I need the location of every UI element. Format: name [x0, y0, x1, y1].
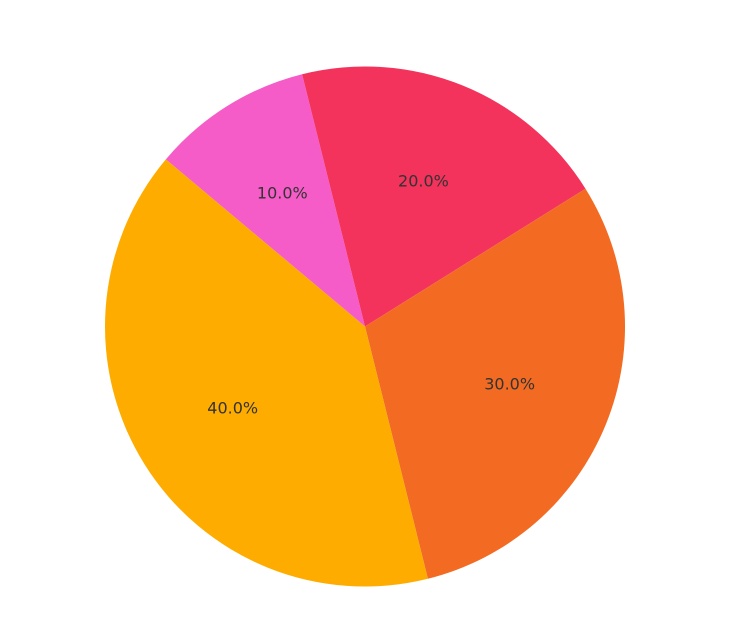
pie-slice: [365, 188, 625, 579]
data-label: 40.0%: [207, 399, 258, 418]
data-label: 10.0%: [257, 184, 308, 203]
data-label: 20.0%: [398, 171, 449, 190]
pie-slice: [104, 159, 428, 587]
pie-slice: [165, 74, 365, 327]
pie-slice: [302, 66, 586, 327]
data-label: 30.0%: [484, 374, 535, 393]
